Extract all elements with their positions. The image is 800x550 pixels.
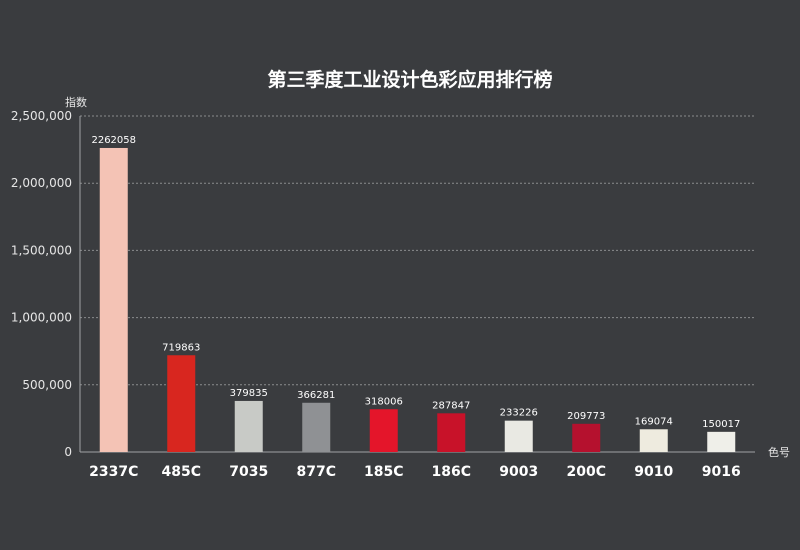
bar-186C [437,413,466,452]
x-axis-label: 色号 [768,445,790,459]
data-label: 366281 [297,390,335,401]
bar-485C [167,355,196,452]
bar-9016 [707,431,736,452]
data-label: 169074 [635,416,673,427]
x-tick-label: 7035 [229,464,268,480]
data-label: 287847 [432,400,470,411]
x-tick-label: 9003 [499,464,538,480]
bar-200C [572,423,601,452]
bar-877C [302,402,331,452]
y-tick-label: 1,500,000 [11,243,72,257]
bar-2337C [99,147,128,452]
x-tick-label: 2337C [89,464,138,480]
y-tick-label: 500,000 [22,378,72,392]
y-tick-label: 0 [64,445,72,459]
x-tick-label: 9016 [702,464,741,480]
data-label: 318006 [365,396,403,407]
data-label: 233226 [500,408,538,419]
bar-9010 [639,429,668,452]
bar-185C [369,409,398,452]
data-label: 379835 [230,388,268,399]
x-tick-label: 877C [297,464,337,480]
data-label: 719863 [162,342,200,353]
chart-title: 第三季度工业设计色彩应用排行榜 [267,68,552,91]
y-axis-label: 指数 [65,95,87,109]
data-label: 150017 [702,419,740,430]
data-label: 209773 [567,411,605,422]
data-label: 2262058 [91,135,136,146]
bar-7035 [234,400,263,452]
y-tick-label: 1,000,000 [11,311,72,325]
bar-9003 [504,420,533,452]
x-tick-label: 485C [162,464,202,480]
x-tick-label: 186C [432,464,472,480]
y-tick-label: 2,500,000 [11,109,72,123]
x-tick-label: 185C [364,464,404,480]
x-tick-label: 200C [567,464,607,480]
y-tick-label: 2,000,000 [11,176,72,190]
x-tick-label: 9010 [634,464,673,480]
